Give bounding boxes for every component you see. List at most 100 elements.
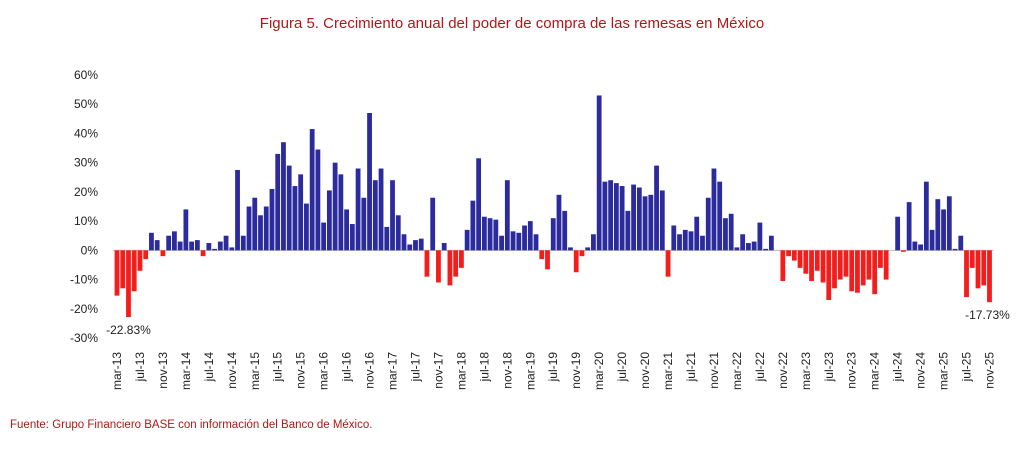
bar bbox=[556, 194, 562, 251]
y-tick-label: 50% bbox=[74, 97, 98, 111]
x-tick-label: mar-13 bbox=[110, 352, 124, 390]
bar bbox=[964, 250, 969, 298]
bar bbox=[390, 180, 395, 251]
bar bbox=[918, 244, 923, 251]
bar bbox=[596, 95, 602, 251]
bar bbox=[613, 183, 619, 251]
bar bbox=[849, 250, 855, 292]
bar bbox=[855, 250, 860, 293]
bar bbox=[837, 250, 843, 280]
bar bbox=[900, 250, 906, 252]
bar bbox=[286, 165, 292, 251]
x-tick-label: nov-22 bbox=[776, 352, 790, 389]
x-tick-label: mar-25 bbox=[937, 352, 951, 390]
bar bbox=[768, 235, 774, 251]
bar bbox=[619, 186, 625, 251]
bar bbox=[591, 234, 596, 251]
bar bbox=[648, 194, 654, 251]
bar bbox=[395, 215, 401, 251]
bar bbox=[355, 168, 361, 251]
bar bbox=[969, 250, 975, 268]
x-tick-label: mar-17 bbox=[386, 352, 400, 390]
bar bbox=[826, 250, 832, 301]
bar bbox=[631, 184, 636, 251]
bar bbox=[372, 180, 378, 251]
bar bbox=[430, 197, 436, 251]
bar bbox=[235, 169, 240, 251]
x-tick-label: jul-16 bbox=[340, 352, 354, 383]
bar bbox=[717, 181, 723, 251]
bar bbox=[786, 250, 791, 257]
bar bbox=[906, 202, 912, 251]
bar bbox=[665, 250, 671, 277]
bar bbox=[791, 250, 797, 261]
bar bbox=[194, 240, 200, 251]
bar bbox=[131, 250, 137, 292]
x-tick-label: mar-21 bbox=[661, 352, 675, 390]
bar bbox=[223, 235, 229, 251]
x-tick-label: nov-15 bbox=[294, 352, 308, 389]
bar bbox=[763, 248, 769, 251]
x-tick-label: jul-24 bbox=[891, 352, 905, 383]
x-tick-label: nov-24 bbox=[914, 352, 928, 389]
bar bbox=[522, 225, 527, 251]
bar bbox=[941, 209, 946, 251]
bar bbox=[177, 241, 183, 251]
bar bbox=[832, 250, 837, 289]
bar bbox=[688, 231, 694, 251]
x-tick-label: jul-22 bbox=[753, 352, 767, 383]
bar bbox=[154, 240, 160, 251]
bar bbox=[476, 158, 482, 251]
bar bbox=[539, 250, 545, 260]
bar bbox=[304, 203, 309, 251]
bar bbox=[946, 196, 952, 251]
x-tick-label: jul-14 bbox=[202, 352, 216, 383]
x-tick-label: mar-16 bbox=[317, 352, 331, 390]
y-tick-label: 40% bbox=[74, 126, 98, 140]
bar bbox=[263, 206, 269, 251]
chart-title: Figura 5. Crecimiento anual del poder de… bbox=[260, 15, 764, 32]
bar bbox=[338, 174, 344, 251]
bar bbox=[344, 209, 349, 251]
x-tick-label: jul-13 bbox=[133, 352, 147, 383]
x-tick-label: jul-20 bbox=[615, 352, 629, 383]
bar bbox=[568, 247, 573, 251]
x-tick-label: mar-14 bbox=[179, 352, 193, 390]
x-tick-label: jul-25 bbox=[960, 352, 974, 383]
bar bbox=[143, 250, 149, 260]
y-tick-label: 0% bbox=[81, 243, 99, 257]
x-tick-label: nov-17 bbox=[431, 352, 445, 389]
bar bbox=[206, 243, 212, 251]
bar bbox=[292, 186, 298, 251]
bar bbox=[183, 209, 189, 251]
bar bbox=[269, 188, 275, 251]
bar bbox=[734, 247, 740, 251]
bar bbox=[200, 250, 206, 257]
bar bbox=[912, 241, 918, 251]
x-tick-label: nov-25 bbox=[982, 352, 996, 389]
bar bbox=[321, 222, 327, 251]
bar bbox=[860, 250, 866, 286]
bar bbox=[711, 168, 717, 251]
bar bbox=[780, 250, 786, 282]
bar bbox=[895, 216, 901, 251]
bar bbox=[516, 232, 522, 251]
bar bbox=[677, 234, 682, 251]
bar bbox=[436, 250, 441, 283]
bar bbox=[384, 226, 390, 251]
bar bbox=[797, 250, 803, 268]
x-tick-label: jul-18 bbox=[477, 352, 491, 383]
bar bbox=[309, 129, 315, 251]
value-label: -17.73% bbox=[965, 308, 1010, 322]
y-tick-label: -20% bbox=[70, 302, 98, 316]
bar bbox=[315, 149, 321, 251]
bar bbox=[757, 222, 763, 251]
value-label: -22.83% bbox=[106, 323, 151, 337]
bar bbox=[878, 250, 883, 268]
bar bbox=[441, 243, 447, 251]
bar bbox=[872, 250, 878, 295]
bar bbox=[481, 216, 487, 251]
x-tick-label: jul-15 bbox=[271, 352, 285, 383]
bar bbox=[493, 219, 499, 251]
x-tick-label: mar-20 bbox=[592, 352, 606, 390]
